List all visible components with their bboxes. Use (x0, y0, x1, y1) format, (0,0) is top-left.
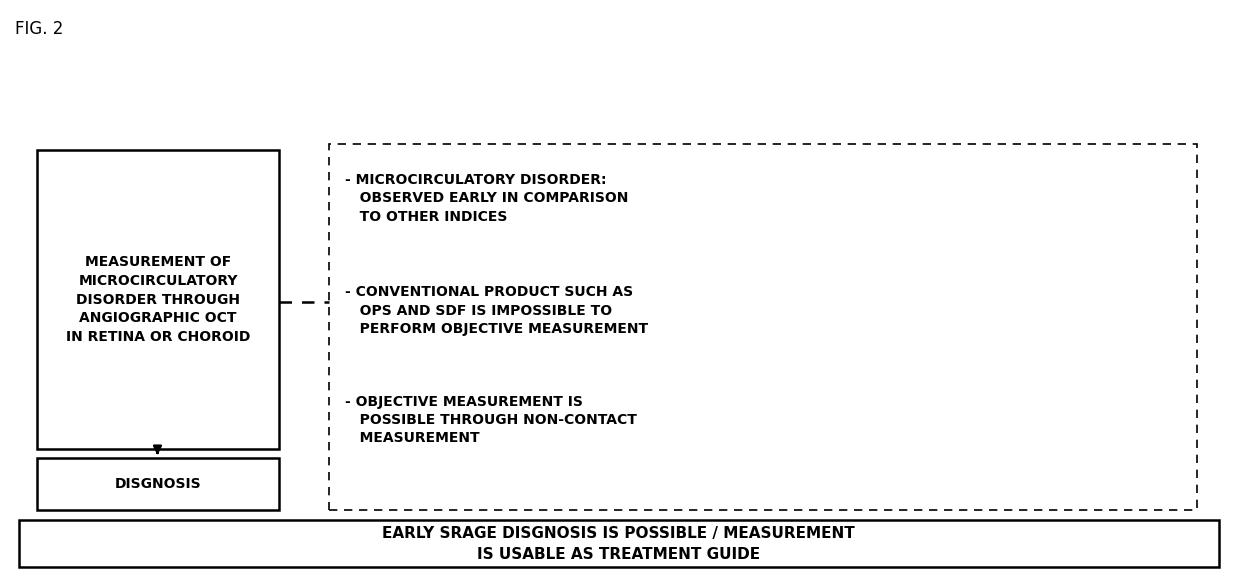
Text: - OBJECTIVE MEASUREMENT IS
   POSSIBLE THROUGH NON-CONTACT
   MEASUREMENT: - OBJECTIVE MEASUREMENT IS POSSIBLE THRO… (345, 395, 636, 445)
Bar (37, 458, 279, 510)
Text: EARLY SRAGE DISGNOSIS IS POSSIBLE / MEASUREMENT
IS USABLE AS TREATMENT GUIDE: EARLY SRAGE DISGNOSIS IS POSSIBLE / MEAS… (382, 526, 856, 562)
Text: MEASUREMENT OF
MICROCIRCULATORY
DISORDER THROUGH
ANGIOGRAPHIC OCT
IN RETINA OR C: MEASUREMENT OF MICROCIRCULATORY DISORDER… (66, 255, 250, 344)
Text: DISGNOSIS: DISGNOSIS (115, 477, 201, 491)
Text: - MICROCIRCULATORY DISORDER:
   OBSERVED EARLY IN COMPARISON
   TO OTHER INDICES: - MICROCIRCULATORY DISORDER: OBSERVED EA… (345, 173, 629, 223)
Bar (329, 144, 1197, 510)
Bar (19, 520, 1219, 567)
Text: - CONVENTIONAL PRODUCT SUCH AS
   OPS AND SDF IS IMPOSSIBLE TO
   PERFORM OBJECT: - CONVENTIONAL PRODUCT SUCH AS OPS AND S… (345, 285, 647, 336)
Text: FIG. 2: FIG. 2 (15, 20, 63, 38)
Bar (37, 150, 279, 449)
